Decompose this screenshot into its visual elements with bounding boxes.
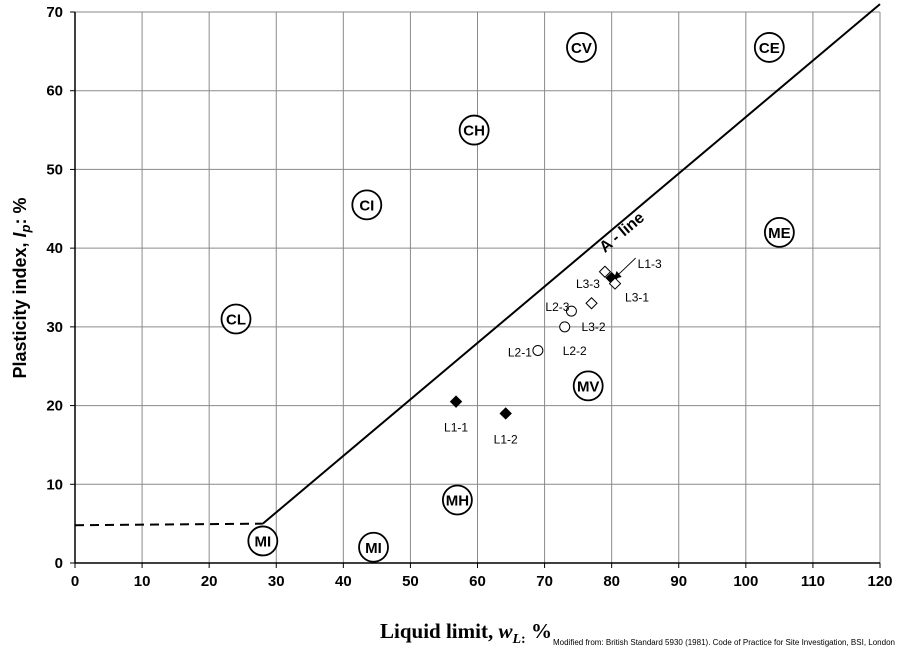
a-line-solid	[262, 3, 881, 525]
point-l2-1: L2-1	[508, 344, 544, 359]
point-marker	[585, 297, 598, 310]
zone-circle	[458, 114, 490, 146]
x-tick-label: 100	[733, 573, 758, 590]
x-tick-label: 110	[801, 573, 825, 590]
x-tick-label: 80	[603, 573, 620, 590]
point-marker	[565, 305, 577, 317]
zone-label-text: MI	[365, 540, 382, 557]
zone-ch: CH	[458, 114, 490, 146]
x-tick-label: 70	[536, 573, 553, 590]
point-l2-3: L2-3	[545, 300, 577, 317]
y-tick-label: 30	[46, 319, 63, 336]
point-marker	[608, 277, 622, 290]
point-marker	[532, 344, 544, 356]
x-tick-label: 90	[670, 573, 687, 590]
point-l3-3: L3-3	[576, 265, 612, 291]
point-label: L1-2	[494, 432, 518, 446]
zone-ce: CE	[753, 32, 785, 63]
a-line-dashed-extension	[74, 522, 263, 527]
point-label: L3-2	[582, 320, 606, 334]
x-tick-label: 120	[867, 573, 892, 590]
zone-me: ME	[763, 216, 795, 248]
y-tick-label: 40	[46, 240, 63, 257]
zone-circle	[247, 525, 279, 557]
zone-cl: CL	[220, 303, 252, 335]
point-label: L1-3	[638, 257, 662, 271]
zone-label-text: ME	[768, 225, 791, 242]
zone-circle	[441, 484, 473, 516]
y-tick-label: 70	[46, 4, 63, 21]
zone-label-text: CE	[759, 40, 780, 57]
point-label: L2-2	[563, 344, 587, 358]
zone-label-text: MH	[446, 493, 469, 510]
zone-circle	[763, 216, 795, 248]
point-marker	[449, 395, 463, 408]
point-l1-1: L1-1	[444, 395, 468, 435]
grid	[75, 11, 881, 563]
point-l3-2: L3-2	[582, 297, 606, 334]
y-tick-label: 60	[46, 83, 63, 100]
zone-circle	[753, 32, 785, 63]
point-l1-2: L1-2	[494, 407, 518, 446]
tick-labels: 0 10 20 30 40 50 60 70 80 90 100 110 120 0 10 20 30 40 50 6…	[46, 4, 892, 590]
zone-label-text: MV	[577, 378, 600, 395]
point-marker	[499, 407, 512, 420]
zone-cv: CV	[566, 32, 597, 63]
l1-3-callout-arrowhead	[613, 271, 622, 280]
zone-mi: MI	[358, 531, 389, 563]
point-l3-1: L3-1	[608, 277, 649, 305]
zone-labels: CL CI CH CV CE ME MV MH MI MI	[220, 32, 795, 563]
point-l2-2: L2-2	[559, 321, 587, 358]
axes	[70, 11, 881, 568]
zone-mv: MV	[572, 370, 604, 402]
point-label: L1-1	[444, 421, 468, 435]
zone-circle	[566, 32, 597, 63]
data-points: L1-1 L1-2 L1-3 L2-1 L2-2 L2-3 L3-1 L3-2 L3-3	[444, 257, 662, 446]
point-label: L3-1	[625, 291, 649, 305]
zone-label-text: CI	[359, 197, 374, 214]
zone-circle	[351, 189, 383, 221]
source-note: Modified from: British Standard 5930 (19…	[553, 638, 895, 647]
zone-mi: MI	[247, 525, 279, 557]
x-tick-label: 20	[201, 573, 218, 590]
point-label: L2-3	[545, 300, 569, 314]
zone-circle	[358, 531, 389, 563]
y-tick-label: 50	[46, 161, 63, 178]
x-tick-label: 0	[71, 573, 79, 590]
y-tick-label: 10	[46, 476, 63, 493]
zone-label-text: MI	[254, 533, 271, 550]
x-tick-label: 50	[402, 573, 419, 590]
zone-label-text: CV	[571, 40, 592, 57]
x-tick-label: 60	[469, 573, 486, 590]
x-tick-label: 40	[335, 573, 352, 590]
zone-label-text: CL	[226, 311, 246, 328]
y-tick-label: 0	[55, 555, 63, 572]
zone-ci: CI	[351, 189, 383, 221]
y-axis-label: Plasticity index, Ip: %	[10, 197, 33, 378]
y-tick-label: 20	[46, 398, 63, 415]
point-marker	[559, 321, 571, 333]
a-line-label: A - line	[597, 209, 648, 256]
x-tick-label: 10	[134, 573, 151, 590]
zone-label-text: CH	[463, 123, 485, 140]
x-axis-label: Liquid limit, wL: %	[380, 619, 552, 647]
point-marker	[598, 265, 612, 278]
zone-mh: MH	[441, 484, 473, 516]
zone-circle	[220, 303, 252, 335]
point-label: L3-3	[576, 277, 600, 291]
zone-circle	[572, 370, 604, 402]
x-tick-label: 30	[268, 573, 285, 590]
point-label: L2-1	[508, 345, 532, 359]
